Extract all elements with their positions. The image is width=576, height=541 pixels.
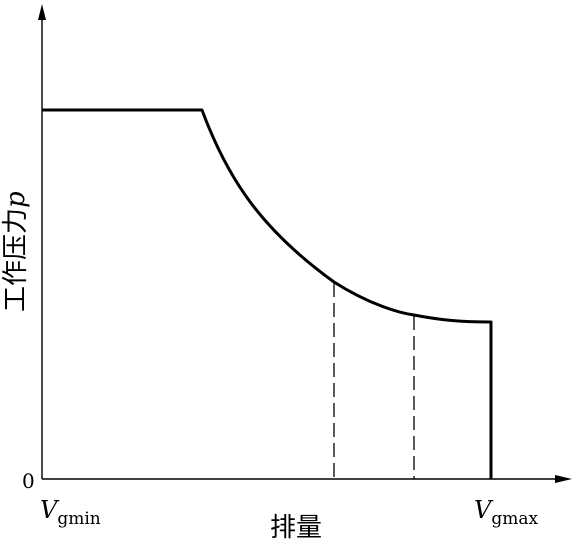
pressure-curve (42, 108, 493, 479)
x-axis-title: 排量 (270, 513, 322, 541)
x-min-subscript: gmin (57, 509, 100, 529)
origin-label: 0 (22, 469, 35, 493)
y-axis-title: 工作压力p (1, 191, 31, 312)
x-min-symbol: V (40, 496, 60, 524)
y-axis-arrow (38, 4, 46, 20)
x-min-label: Vgmin (40, 496, 101, 529)
x-max-label: Vgmax (474, 496, 538, 529)
y-axis-title-text: 工作压力 (1, 208, 31, 312)
y-axis-symbol: p (1, 191, 31, 208)
x-max-subscript: gmax (491, 509, 538, 529)
x-axis-arrow (555, 475, 572, 483)
x-max-symbol: V (474, 496, 494, 524)
